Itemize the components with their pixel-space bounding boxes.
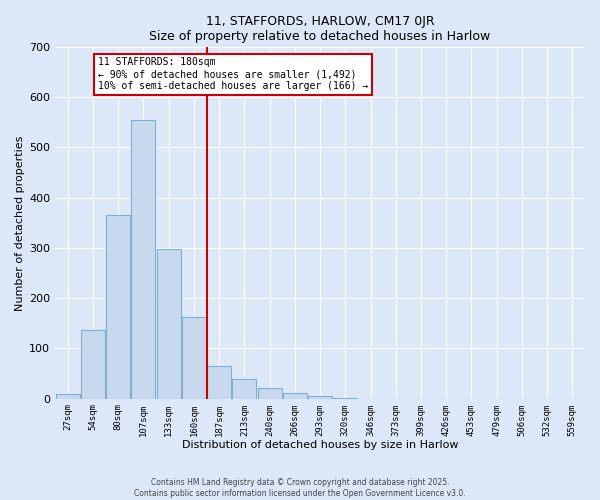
Bar <box>131 120 155 398</box>
Text: Contains HM Land Registry data © Crown copyright and database right 2025.
Contai: Contains HM Land Registry data © Crown c… <box>134 478 466 498</box>
X-axis label: Distribution of detached houses by size in Harlow: Distribution of detached houses by size … <box>182 440 458 450</box>
Bar <box>308 396 332 398</box>
Bar <box>283 392 307 398</box>
Bar <box>207 366 231 398</box>
Bar <box>182 318 206 398</box>
Bar <box>56 394 80 398</box>
Bar <box>157 249 181 398</box>
Y-axis label: Number of detached properties: Number of detached properties <box>15 135 25 310</box>
Bar <box>232 378 256 398</box>
Bar <box>257 388 281 398</box>
Text: 11 STAFFORDS: 180sqm
← 90% of detached houses are smaller (1,492)
10% of semi-de: 11 STAFFORDS: 180sqm ← 90% of detached h… <box>98 58 368 90</box>
Title: 11, STAFFORDS, HARLOW, CM17 0JR
Size of property relative to detached houses in : 11, STAFFORDS, HARLOW, CM17 0JR Size of … <box>149 15 491 43</box>
Bar <box>81 330 105 398</box>
Bar <box>106 216 130 398</box>
